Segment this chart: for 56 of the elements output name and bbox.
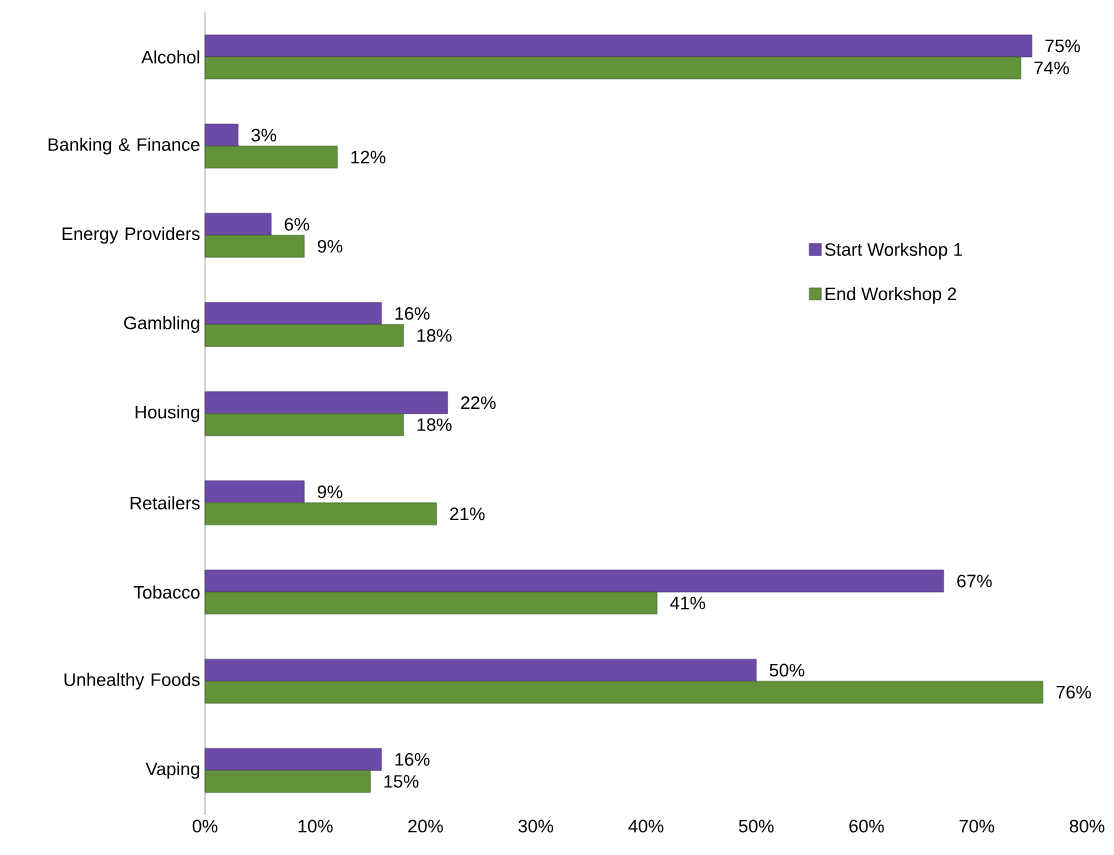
data-label: 50%: [769, 663, 805, 677]
y-tick-label: Gambling: [124, 316, 200, 333]
bar: [204, 480, 305, 504]
data-label: 75%: [1045, 39, 1080, 53]
data-label: 21%: [450, 507, 485, 521]
x-tick-label: 0%: [192, 819, 218, 833]
y-tick-label: Unhealthy Foods: [64, 672, 200, 690]
legend-label: End Workshop 2: [825, 287, 957, 304]
bar: [204, 56, 1022, 80]
legend-label: Start Workshop 1: [825, 242, 963, 260]
bar: [204, 145, 338, 169]
bar: [204, 658, 757, 682]
y-tick-label: Vaping: [145, 762, 200, 779]
x-tick-label: 60%: [849, 819, 884, 833]
data-label: 18%: [417, 329, 452, 342]
data-label: 9%: [317, 485, 343, 499]
data-label: 67%: [957, 574, 992, 588]
y-tick-label: Energy Providers: [62, 226, 200, 244]
data-label: 16%: [395, 307, 430, 320]
y-tick-label: Housing: [135, 405, 200, 423]
data-label: 41%: [670, 596, 706, 610]
bar: [204, 123, 239, 147]
data-label: 74%: [1034, 61, 1069, 75]
x-tick-label: 50%: [738, 819, 774, 833]
x-tick-label: 40%: [628, 819, 664, 833]
y-tick-label: Retailers: [130, 496, 200, 510]
x-tick-label: 70%: [959, 819, 995, 833]
x-tick-label: 80%: [1069, 819, 1105, 833]
x-tick-label: 10%: [298, 819, 333, 833]
data-label: 76%: [1056, 685, 1091, 699]
data-label: 12%: [351, 150, 386, 164]
bar: [204, 569, 944, 593]
bar: [204, 302, 382, 325]
data-label: 3%: [251, 128, 277, 142]
bar: [204, 235, 305, 258]
x-tick-label: 30%: [518, 819, 554, 833]
bar: [204, 213, 272, 236]
y-tick-label: Tobacco: [133, 585, 200, 599]
data-label: 6%: [284, 217, 310, 231]
data-label: 9%: [317, 239, 343, 253]
y-tick-label: Alcohol: [141, 50, 200, 64]
data-label: 15%: [384, 775, 419, 788]
data-label: 16%: [395, 753, 430, 766]
data-label: 18%: [417, 418, 452, 432]
x-tick-label: 20%: [408, 819, 443, 833]
y-tick-label: Banking & Finance: [48, 137, 200, 155]
bar: [204, 324, 404, 347]
bar: [204, 391, 448, 414]
data-label: 22%: [461, 396, 496, 409]
bar: [204, 770, 371, 793]
bar: [204, 680, 1044, 704]
bar: [204, 502, 437, 526]
bar: [204, 34, 1033, 58]
bar: [204, 748, 382, 771]
bar: [204, 413, 404, 436]
bar: [204, 591, 658, 615]
